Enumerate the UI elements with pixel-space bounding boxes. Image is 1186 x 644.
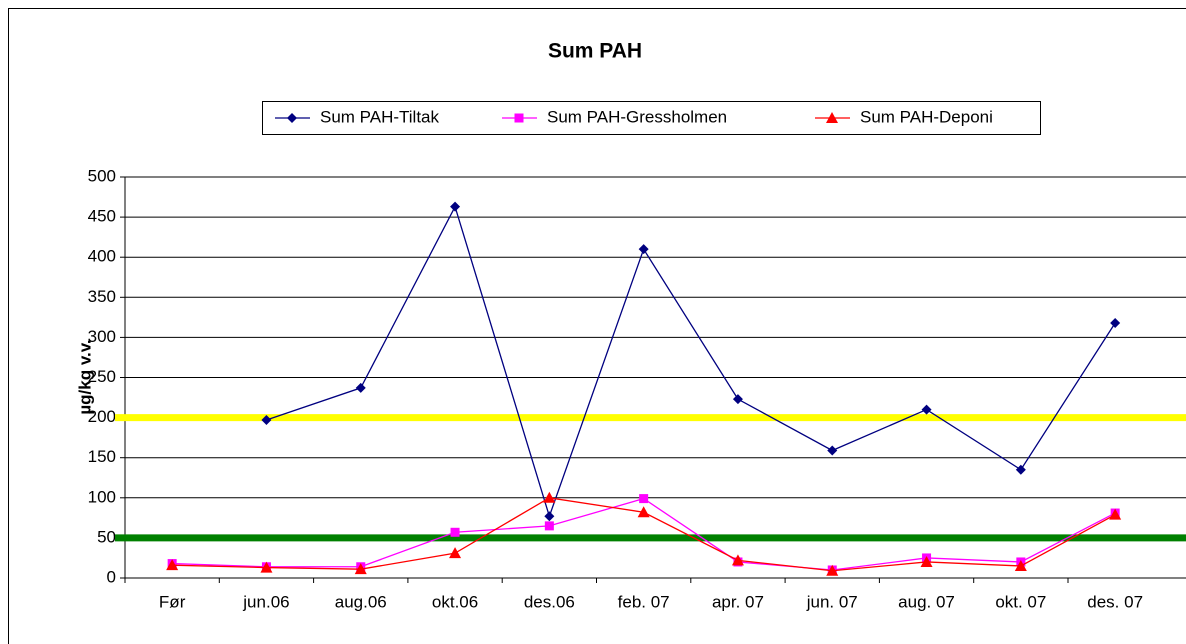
- y-tick-label: 250: [88, 367, 116, 386]
- data-point: [1015, 464, 1026, 475]
- data-point: [731, 554, 744, 566]
- data-point: [544, 521, 554, 531]
- y-tick-label: 300: [88, 327, 116, 346]
- y-tick-label: 450: [88, 207, 116, 226]
- data-point: [450, 527, 460, 537]
- data-point: [920, 555, 933, 567]
- y-tick-label: 150: [88, 447, 116, 466]
- y-tick-label: 500: [88, 166, 116, 185]
- y-axis-label: µg/kg v.v.: [75, 339, 94, 414]
- legend: [262, 101, 1041, 135]
- y-tick-label: 0: [107, 567, 116, 586]
- data-point: [354, 563, 367, 575]
- y-tick-label: 350: [88, 287, 116, 306]
- data-point: [543, 491, 556, 503]
- data-point: [1014, 559, 1027, 571]
- x-tick-label: jun. 07: [806, 592, 858, 611]
- y-tick-label: 100: [88, 487, 116, 506]
- x-tick-label: apr. 07: [712, 592, 764, 611]
- legend-label: Sum PAH-Deponi: [860, 107, 993, 126]
- data-point: [166, 559, 179, 571]
- x-tick-label: okt. 07: [995, 592, 1046, 611]
- legend-marker: [514, 113, 524, 123]
- series-line: [266, 204, 1116, 519]
- x-tick-label: des.06: [524, 592, 575, 611]
- data-point: [449, 547, 462, 559]
- legend-label: Sum PAH-Tiltak: [320, 107, 440, 126]
- data-point: [732, 394, 743, 405]
- data-point: [1109, 508, 1122, 520]
- data-point: [1110, 317, 1121, 328]
- data-point: [450, 201, 461, 212]
- data-point: [544, 511, 555, 522]
- data-point: [639, 494, 649, 504]
- legend-label: Sum PAH-Gressholmen: [547, 107, 727, 126]
- data-point: [261, 415, 272, 426]
- x-tick-label: jun.06: [242, 592, 289, 611]
- x-tick-label: des. 07: [1087, 592, 1143, 611]
- legend-marker: [826, 112, 838, 123]
- y-tick-label: 400: [88, 247, 116, 266]
- x-tick-label: feb. 07: [618, 592, 670, 611]
- data-point: [827, 445, 838, 456]
- legend-marker: [287, 113, 297, 123]
- x-tick-label: aug.06: [335, 592, 387, 611]
- y-tick-label: 200: [88, 407, 116, 426]
- chart-title: Sum PAH: [548, 40, 642, 63]
- data-point: [355, 382, 366, 393]
- data-point: [638, 244, 649, 255]
- y-tick-label: 50: [97, 527, 116, 546]
- data-point: [260, 561, 273, 573]
- x-tick-label: aug. 07: [898, 592, 955, 611]
- data-point: [826, 564, 839, 576]
- x-tick-label: okt.06: [432, 592, 478, 611]
- data-point: [921, 404, 932, 415]
- x-tick-label: Før: [159, 592, 186, 611]
- data-point: [637, 506, 650, 518]
